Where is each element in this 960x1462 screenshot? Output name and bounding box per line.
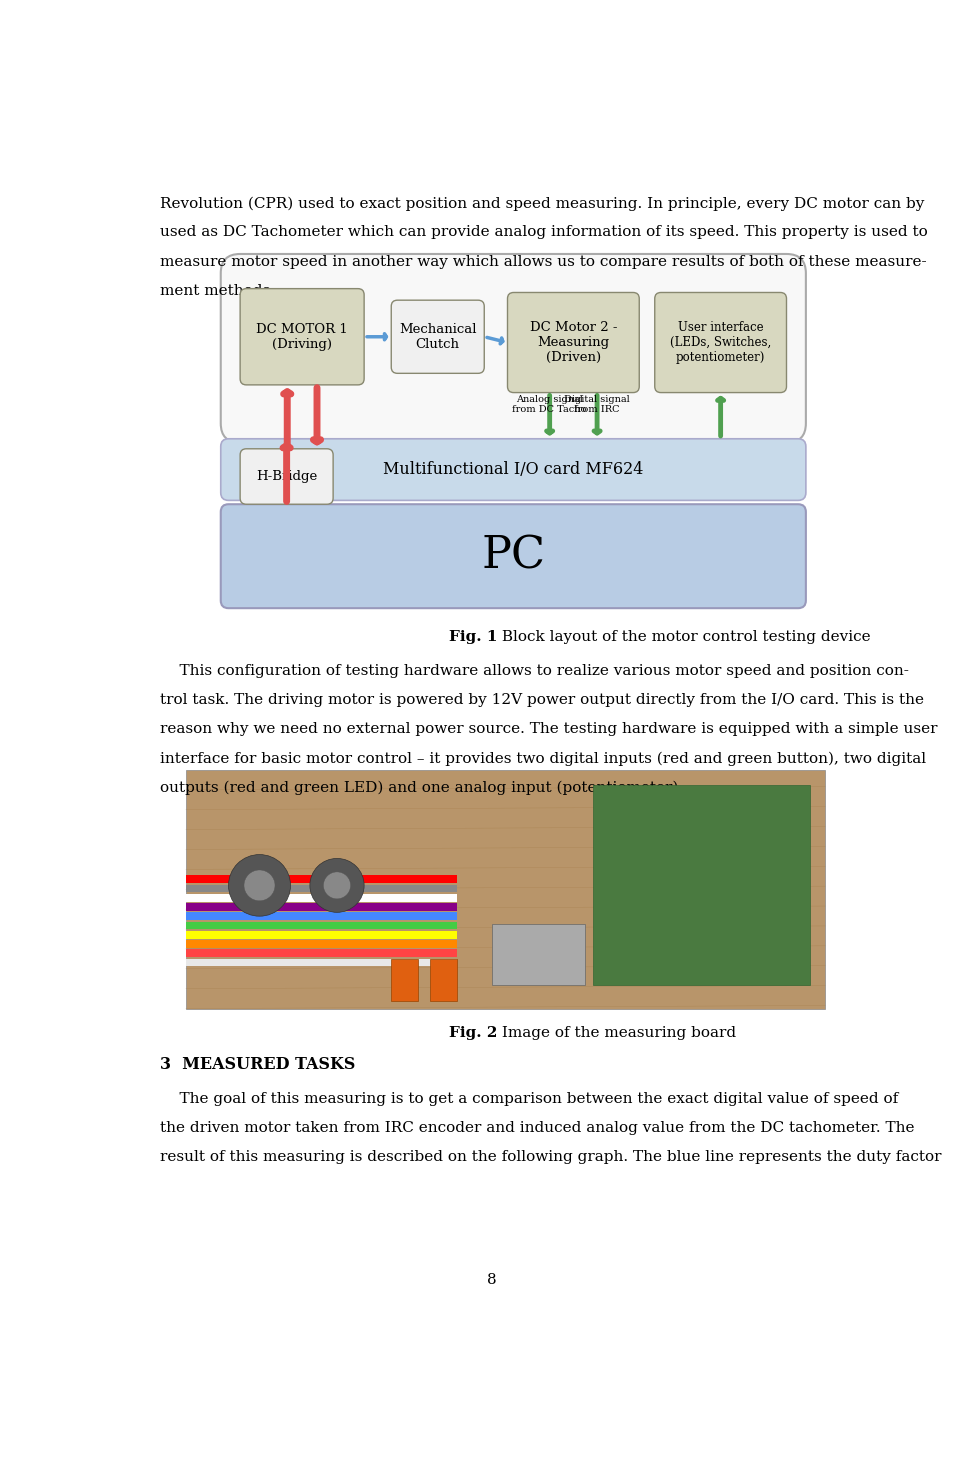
Text: 3  MEASURED TASKS: 3 MEASURED TASKS: [160, 1057, 355, 1073]
Text: Block layout of the motor control testing device: Block layout of the motor control testin…: [497, 630, 871, 643]
FancyBboxPatch shape: [240, 449, 333, 504]
Text: reason why we need no external power source. The testing hardware is equipped wi: reason why we need no external power sou…: [160, 722, 938, 737]
Bar: [592, 785, 809, 985]
Bar: [186, 885, 457, 892]
Text: outputs (red and green LED) and one analog input (potentiometer): outputs (red and green LED) and one anal…: [160, 781, 679, 795]
FancyBboxPatch shape: [221, 439, 805, 500]
Text: This configuration of testing hardware allows to realize various motor speed and: This configuration of testing hardware a…: [160, 664, 909, 677]
Bar: [186, 940, 457, 947]
Bar: [186, 904, 457, 911]
Bar: [186, 931, 457, 939]
Text: the driven motor taken from IRC encoder and induced analog value from the DC tac: the driven motor taken from IRC encoder …: [160, 1121, 915, 1135]
FancyBboxPatch shape: [508, 292, 639, 393]
Text: DC Motor 2 -
Measuring
(Driven): DC Motor 2 - Measuring (Driven): [530, 322, 617, 364]
Circle shape: [310, 858, 364, 912]
Text: Mechanical
Clutch: Mechanical Clutch: [399, 323, 476, 351]
FancyBboxPatch shape: [221, 504, 805, 608]
Text: DC MOTOR 1
(Driving): DC MOTOR 1 (Driving): [256, 323, 348, 351]
Circle shape: [244, 870, 275, 901]
Text: 8: 8: [487, 1272, 497, 1287]
Text: result of this measuring is described on the following graph. The blue line repr: result of this measuring is described on…: [160, 1151, 942, 1164]
Text: ment methods.: ment methods.: [160, 284, 276, 298]
Text: Fig. 2: Fig. 2: [448, 1025, 497, 1039]
Bar: [186, 921, 457, 930]
Bar: [492, 924, 585, 985]
Circle shape: [228, 855, 291, 917]
Bar: [186, 893, 457, 902]
FancyBboxPatch shape: [240, 288, 364, 385]
Bar: [186, 959, 457, 966]
Text: PC: PC: [481, 535, 545, 577]
Text: User interface
(LEDs, Switches,
potentiometer): User interface (LEDs, Switches, potentio…: [670, 322, 771, 364]
Text: Revolution (CPR) used to exact position and speed measuring. In principle, every: Revolution (CPR) used to exact position …: [160, 196, 924, 211]
Text: Multifunctional I/O card MF624: Multifunctional I/O card MF624: [383, 461, 643, 478]
Bar: [186, 876, 457, 883]
Text: H-Bridge: H-Bridge: [256, 469, 317, 482]
Bar: [392, 959, 419, 1001]
Bar: [186, 949, 457, 958]
Text: Fig. 1: Fig. 1: [448, 630, 497, 643]
Text: Digital signal
from IRC: Digital signal from IRC: [564, 395, 630, 414]
Text: used as DC Tachometer which can provide analog information of its speed. This pr: used as DC Tachometer which can provide …: [160, 225, 928, 240]
Text: trol task. The driving motor is powered by 12V power output directly from the I/: trol task. The driving motor is powered …: [160, 693, 924, 708]
FancyBboxPatch shape: [655, 292, 786, 393]
Text: The goal of this measuring is to get a comparison between the exact digital valu: The goal of this measuring is to get a c…: [160, 1092, 899, 1105]
Bar: [430, 959, 457, 1001]
Bar: [186, 770, 826, 1009]
FancyBboxPatch shape: [392, 300, 484, 373]
Text: Image of the measuring board: Image of the measuring board: [497, 1025, 736, 1039]
FancyBboxPatch shape: [221, 254, 805, 443]
Bar: [186, 912, 457, 920]
Text: interface for basic motor control – it provides two digital inputs (red and gree: interface for basic motor control – it p…: [160, 751, 926, 766]
Circle shape: [324, 871, 350, 899]
Text: Analog signal
from DC Tacho: Analog signal from DC Tacho: [513, 395, 587, 414]
Text: measure motor speed in another way which allows us to compare results of both of: measure motor speed in another way which…: [160, 254, 927, 269]
